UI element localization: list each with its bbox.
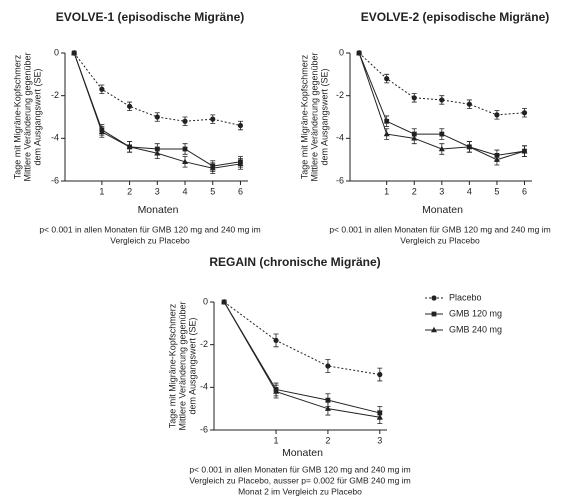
marker	[237, 160, 244, 167]
x-axis-label: Monaten	[282, 447, 323, 459]
footnote: p< 0.001 in allen Monaten für GMB 120 mg…	[189, 464, 410, 474]
marker	[439, 97, 445, 103]
y-tick-label: 0	[339, 47, 344, 57]
footnote: Vergleich zu Placebo	[110, 235, 190, 245]
series-line	[223, 301, 380, 418]
marker	[182, 158, 189, 164]
marker	[154, 114, 160, 120]
x-axis-label: Monaten	[138, 204, 179, 216]
y-axis-label: Mittlere Veränderung gegenüber	[177, 301, 187, 430]
marker	[438, 145, 445, 152]
y-axis-label: dem Ausgangswert (SE)	[32, 68, 42, 165]
footnote: Vergleich zu Placebo	[400, 235, 480, 245]
marker	[384, 76, 390, 82]
marker	[439, 131, 445, 137]
y-tick-label: 0	[203, 296, 208, 306]
legend-marker	[431, 311, 437, 317]
y-tick-label: -6	[336, 175, 344, 185]
y-axis-label: Tage mit Migräne-Kopfschmerz	[12, 54, 22, 179]
marker	[99, 86, 105, 92]
marker	[237, 122, 244, 129]
x-tick-label: 3	[155, 186, 160, 196]
x-tick-label: 2	[412, 186, 417, 196]
series-line	[223, 301, 380, 376]
marker	[493, 156, 500, 162]
marker	[324, 405, 331, 411]
y-axis-label: Mittlere Veränderung gegenüber	[22, 52, 32, 181]
x-tick-label: 1	[99, 186, 104, 196]
marker	[377, 371, 383, 378]
x-tick-label: 1	[274, 435, 279, 445]
marker	[273, 337, 279, 343]
y-axis-label: Tage mit Migräne-Kopfschmerz	[299, 54, 309, 179]
x-tick-label: 6	[238, 186, 243, 196]
legend-marker	[431, 295, 437, 301]
chart-title: REGAIN (chronische Migräne)	[209, 255, 380, 269]
marker	[325, 363, 331, 369]
y-tick-label: -4	[336, 133, 344, 143]
marker	[521, 147, 528, 154]
marker	[466, 143, 473, 150]
marker	[182, 118, 188, 124]
x-tick-label: 3	[377, 435, 382, 445]
legend-label: GMB 120 mg	[449, 308, 502, 318]
x-tick-label: 1	[384, 186, 389, 196]
x-tick-label: 6	[522, 186, 527, 196]
x-tick-label: 3	[439, 186, 444, 196]
legend-label: GMB 240 mg	[449, 324, 502, 334]
footnote: Monat 2 im Vergleich zu Placebo	[238, 486, 362, 496]
y-axis-label: dem Ausgangswert (SE)	[319, 68, 329, 165]
x-tick-label: 2	[325, 435, 330, 445]
y-tick-label: -2	[336, 90, 344, 100]
marker	[154, 150, 161, 156]
marker	[411, 95, 417, 101]
marker	[325, 397, 331, 403]
marker	[221, 298, 228, 305]
chart-title: EVOLVE-1 (episodische Migräne)	[56, 10, 244, 24]
x-tick-label: 4	[467, 186, 472, 196]
x-axis-label: Monaten	[422, 204, 463, 216]
marker	[494, 112, 500, 118]
y-tick-label: -2	[51, 90, 59, 100]
y-tick-label: -6	[200, 424, 208, 434]
y-tick-label: -2	[200, 339, 208, 349]
marker	[376, 414, 383, 420]
chart-title: EVOLVE-2 (episodische Migräne)	[361, 10, 549, 24]
marker	[98, 128, 105, 135]
footnote: p< 0.001 in allen Monaten für GMB 120 mg…	[39, 224, 260, 234]
series-line	[358, 52, 525, 116]
y-tick-label: -4	[51, 133, 59, 143]
marker	[383, 130, 390, 137]
y-tick-label: 0	[54, 47, 59, 57]
footnote: p< 0.001 in allen Monaten für GMB 120 mg…	[329, 224, 550, 234]
marker	[356, 49, 363, 56]
x-tick-label: 5	[210, 186, 215, 196]
y-axis-label: Tage mit Migräne-Kopfschmerz	[167, 303, 177, 428]
y-axis-label: dem Ausgangswert (SE)	[187, 317, 197, 414]
marker	[209, 165, 216, 171]
marker	[182, 146, 188, 152]
footnote: Vergleich zu Placebo, ausser p= 0.002 fü…	[189, 475, 410, 485]
marker	[411, 135, 418, 141]
legend-label: Placebo	[449, 292, 482, 302]
legend-marker	[431, 326, 437, 333]
marker	[210, 116, 216, 122]
x-tick-label: 4	[183, 186, 188, 196]
marker	[521, 110, 528, 116]
marker	[466, 101, 472, 107]
marker	[384, 118, 390, 124]
marker	[126, 143, 133, 150]
y-axis-label: Mittlere Veränderung gegenüber	[309, 52, 319, 181]
x-tick-label: 2	[127, 186, 132, 196]
marker	[273, 388, 280, 394]
x-tick-label: 5	[494, 186, 499, 196]
series-line	[223, 301, 380, 414]
marker	[126, 103, 133, 109]
y-tick-label: -6	[51, 175, 59, 185]
marker	[71, 49, 78, 56]
y-tick-label: -4	[200, 382, 208, 392]
